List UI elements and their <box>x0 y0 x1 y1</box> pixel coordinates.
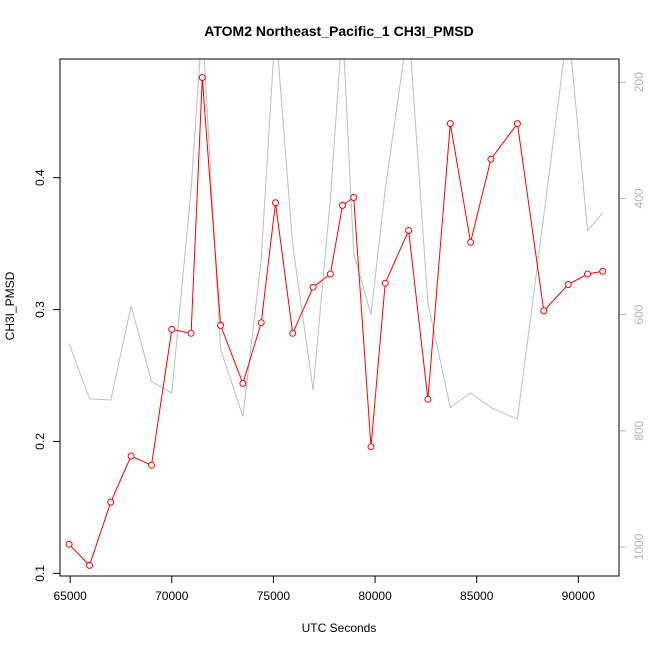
data-point <box>65 540 73 548</box>
y-tick-label: 0.1 <box>33 565 47 582</box>
primary-series-line <box>68 77 603 567</box>
x-tick-label: 75000 <box>257 589 291 603</box>
data-point <box>239 379 247 387</box>
secondary-series-line <box>68 59 604 420</box>
data-point <box>424 395 432 403</box>
data-point <box>339 201 346 209</box>
data-point <box>257 319 265 327</box>
x-tick-label: 90000 <box>562 589 596 603</box>
y2-tick-label: 1000 <box>632 533 646 560</box>
data-point <box>599 267 607 275</box>
data-point <box>564 281 572 288</box>
data-point <box>86 561 93 569</box>
data-point <box>446 120 454 128</box>
data-point <box>187 329 195 337</box>
data-point <box>350 194 358 201</box>
y-tick-label: 0.2 <box>33 433 47 450</box>
x-tick-label: 85000 <box>460 589 494 603</box>
x-axis-label: UTC Seconds <box>302 621 377 635</box>
data-point <box>217 321 225 329</box>
data-point <box>148 461 155 469</box>
y2-tick-label: 600 <box>632 304 646 324</box>
data-point <box>168 325 176 333</box>
x-tick-label: 65000 <box>53 589 87 603</box>
plot-layer: 65000 70000 75000 80000 85000 90000 0.1 0.2 0.3 0… <box>33 59 646 603</box>
data-point <box>272 199 279 207</box>
data-point <box>127 452 135 460</box>
data-point <box>381 279 389 287</box>
data-point <box>487 155 495 163</box>
data-point <box>326 270 334 278</box>
data-point <box>309 283 317 291</box>
data-point <box>584 270 591 278</box>
y-axis-label: CH3I_PMSD <box>3 271 17 340</box>
data-point <box>289 329 297 337</box>
plot-frame <box>59 58 620 577</box>
chart-title: ATOM2 Northeast_Pacific_1 CH3I_PMSD <box>204 23 473 39</box>
y2-tick-label: 800 <box>632 420 646 440</box>
y2-tick-label: 200 <box>632 72 646 92</box>
data-point <box>367 443 375 451</box>
y-tick-label: 0.3 <box>33 301 47 318</box>
x-tick-label: 70000 <box>155 589 189 603</box>
data-point <box>107 498 115 506</box>
data-point <box>467 238 475 246</box>
x-tick-label: 80000 <box>358 589 392 603</box>
y-tick-label: 0.4 <box>33 169 47 186</box>
data-point <box>513 120 521 128</box>
data-point <box>198 74 206 81</box>
y2-tick-label: 400 <box>632 188 646 208</box>
data-point <box>405 227 413 234</box>
data-point <box>540 307 548 315</box>
